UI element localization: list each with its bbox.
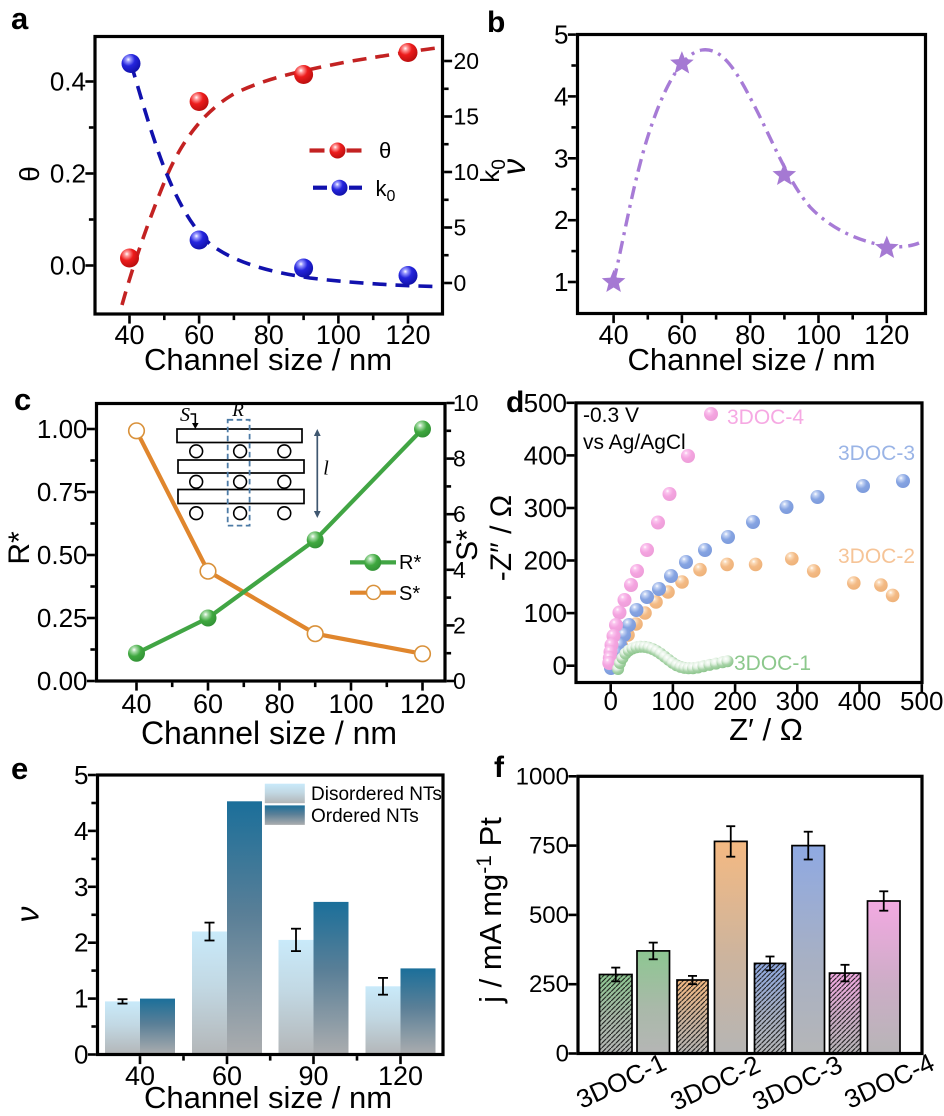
svg-text:l: l (323, 458, 329, 480)
svg-text:4: 4 (74, 816, 88, 846)
svg-text:100: 100 (651, 686, 694, 716)
svg-text:Channel size / nm: Channel size / nm (141, 715, 397, 751)
svg-text:0: 0 (553, 651, 567, 681)
svg-text:Z′ / Ω: Z′ / Ω (729, 712, 803, 747)
svg-text:S: S (180, 404, 190, 426)
svg-text:2: 2 (74, 928, 88, 958)
svg-text:100: 100 (796, 320, 841, 350)
svg-text:R*: R* (399, 552, 421, 574)
svg-text:0.50: 0.50 (37, 540, 88, 570)
svg-text:0.75: 0.75 (37, 477, 88, 507)
svg-text:100: 100 (316, 320, 361, 350)
svg-text:120: 120 (378, 1061, 423, 1091)
svg-text:3DOC-4: 3DOC-4 (727, 406, 804, 429)
svg-text:-0.3 V: -0.3 V (583, 404, 639, 427)
svg-text:e: e (11, 751, 28, 786)
svg-text:ν: ν (10, 907, 46, 923)
svg-text:3: 3 (554, 143, 568, 173)
svg-text:S*: S* (399, 583, 420, 605)
svg-text:60: 60 (212, 1061, 242, 1091)
svg-text:8: 8 (453, 446, 466, 472)
svg-text:80: 80 (735, 320, 765, 350)
svg-text:120: 120 (385, 320, 430, 350)
svg-text:1000: 1000 (516, 763, 569, 790)
svg-text:-Z″ / Ω: -Z″ / Ω (485, 495, 518, 581)
svg-text:40: 40 (125, 1061, 155, 1091)
svg-text:a: a (11, 1, 29, 36)
svg-text:300: 300 (524, 493, 567, 523)
svg-text:500: 500 (900, 686, 943, 716)
svg-text:1: 1 (74, 984, 88, 1014)
svg-text:80: 80 (264, 689, 294, 719)
svg-text:400: 400 (838, 686, 881, 716)
svg-text:0: 0 (74, 1040, 88, 1070)
svg-text:d: d (506, 386, 524, 419)
svg-text:5: 5 (554, 20, 568, 50)
svg-text:4: 4 (554, 81, 568, 111)
svg-text:2: 2 (453, 612, 466, 638)
svg-text:Channel size / nm: Channel size / nm (144, 1080, 392, 1115)
svg-text:500: 500 (524, 388, 567, 418)
svg-text:100: 100 (328, 689, 373, 719)
svg-text:0.2: 0.2 (50, 159, 86, 189)
svg-text:b: b (487, 6, 505, 39)
svg-text:60: 60 (667, 320, 697, 350)
svg-text:120: 120 (864, 320, 909, 350)
svg-text:80: 80 (254, 320, 284, 350)
svg-text:0: 0 (453, 668, 466, 694)
svg-text:Channel size / nm: Channel size / nm (627, 342, 875, 377)
svg-text:θ: θ (379, 138, 391, 163)
svg-text:20: 20 (454, 48, 480, 74)
svg-text:0.4: 0.4 (50, 67, 86, 97)
svg-text:15: 15 (454, 104, 480, 130)
svg-text:1: 1 (554, 267, 568, 297)
svg-text:300: 300 (776, 686, 819, 716)
svg-text:3DOC-1: 3DOC-1 (734, 652, 811, 675)
svg-text:200: 200 (713, 686, 756, 716)
svg-text:vs Ag/AgCl: vs Ag/AgCl (583, 431, 686, 454)
svg-text:40: 40 (114, 320, 144, 350)
svg-text:Disordered NTs: Disordered NTs (311, 784, 442, 805)
svg-text:R*: R* (3, 531, 36, 565)
svg-text:400: 400 (524, 440, 567, 470)
svg-text:c: c (14, 382, 31, 417)
svg-text:6: 6 (453, 501, 466, 527)
svg-text:0: 0 (454, 270, 467, 296)
svg-text:Channel size / nm: Channel size / nm (144, 342, 392, 377)
svg-text:5: 5 (454, 215, 467, 241)
svg-text:40: 40 (599, 320, 629, 350)
svg-text:3: 3 (74, 872, 88, 902)
svg-text:Ordered NTs: Ordered NTs (311, 806, 419, 827)
svg-text:0.0: 0.0 (50, 251, 86, 281)
svg-text:90: 90 (298, 1061, 328, 1091)
svg-text:θ: θ (14, 166, 45, 182)
svg-text:1.00: 1.00 (37, 414, 88, 444)
svg-text:3DOC-3: 3DOC-3 (838, 442, 915, 465)
svg-text:0.00: 0.00 (37, 666, 88, 696)
svg-text:120: 120 (400, 689, 445, 719)
svg-text:4: 4 (453, 557, 466, 583)
svg-text:3DOC-2: 3DOC-2 (838, 545, 915, 568)
svg-text:200: 200 (524, 546, 567, 576)
svg-text:S*: S* (451, 529, 484, 561)
svg-text:R: R (231, 400, 244, 421)
svg-text:250: 250 (529, 971, 569, 998)
svg-text:750: 750 (529, 833, 569, 860)
svg-text:100: 100 (524, 598, 567, 628)
svg-text:0: 0 (556, 1041, 569, 1068)
svg-text:5: 5 (74, 760, 88, 790)
svg-text:500: 500 (529, 902, 569, 929)
svg-text:40: 40 (121, 689, 151, 719)
svg-text:j / mA mg-1 Pt: j / mA mg-1 Pt (473, 817, 508, 1004)
svg-text:f: f (494, 751, 505, 784)
svg-text:10: 10 (454, 159, 480, 185)
svg-text:ν: ν (495, 158, 532, 175)
svg-text:10: 10 (453, 390, 479, 416)
svg-text:60: 60 (193, 689, 223, 719)
svg-text:60: 60 (184, 320, 214, 350)
svg-text:0.25: 0.25 (37, 603, 88, 633)
svg-text:2: 2 (554, 205, 568, 235)
svg-text:0: 0 (603, 686, 617, 716)
